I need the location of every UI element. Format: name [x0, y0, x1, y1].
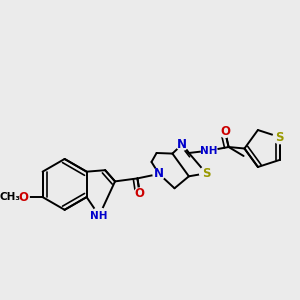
Text: N: N — [177, 138, 187, 151]
Circle shape — [176, 138, 188, 150]
Text: O: O — [135, 188, 145, 200]
Text: NH: NH — [200, 146, 218, 156]
Circle shape — [92, 208, 107, 224]
Text: O: O — [18, 190, 28, 204]
Circle shape — [201, 143, 217, 158]
Circle shape — [200, 167, 213, 180]
Circle shape — [17, 191, 29, 203]
Text: O: O — [220, 125, 230, 138]
Text: S: S — [202, 167, 211, 180]
Text: CH₃: CH₃ — [0, 192, 20, 202]
Circle shape — [219, 125, 231, 137]
Circle shape — [153, 168, 165, 180]
Text: S: S — [275, 130, 284, 144]
Circle shape — [134, 188, 146, 200]
Circle shape — [273, 130, 286, 144]
Text: NH: NH — [90, 211, 108, 220]
Text: N: N — [154, 167, 164, 180]
